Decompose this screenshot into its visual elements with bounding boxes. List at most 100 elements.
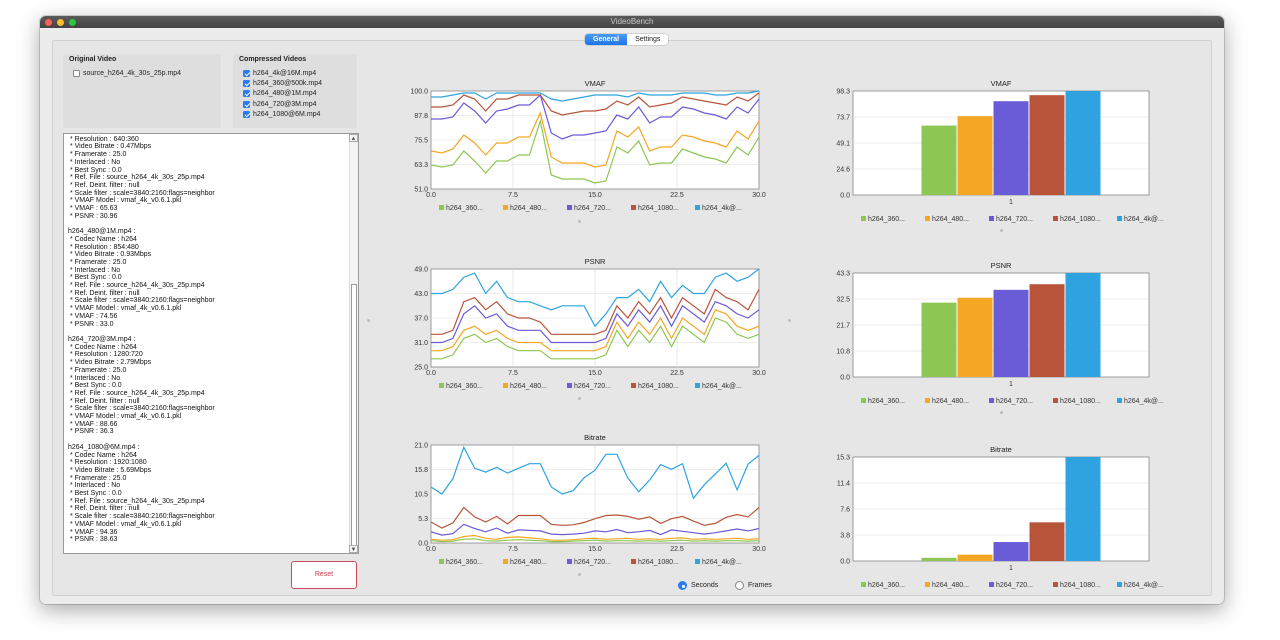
y-tick-label: 7.6 <box>840 507 850 514</box>
bar-chart-vmaf: VMAF 0.0 24.6 49.1 73.7 98.3 1 h264_360... h264_… <box>813 77 1203 232</box>
compressed-video-checkbox[interactable] <box>243 80 250 88</box>
legend-swatch <box>1053 582 1058 587</box>
bar-chart-psnr: PSNR 0.0 10.8 21.7 32.5 43.3 1 h264_360... h264_… <box>813 259 1203 414</box>
video-info-log[interactable]: * Codec Name : h264 * Resolution : 640:3… <box>63 133 359 554</box>
splitter-handle[interactable] <box>578 220 581 223</box>
compressed-video-checkbox[interactable] <box>243 110 250 118</box>
x-tick-label: 0.0 <box>426 370 436 377</box>
compressed-video-item[interactable]: h264_480@1M.mp4 <box>243 90 317 98</box>
y-tick-label: 11.4 <box>837 481 850 488</box>
chart-svg: PSNR 0.0 10.8 21.7 32.5 43.3 1 h264_360... h264_… <box>836 261 1164 405</box>
x-category-label: 1 <box>1009 199 1013 206</box>
legend-label: h264_1080... <box>638 383 679 390</box>
compressed-video-item[interactable]: h264_360@500k.mp4 <box>243 80 322 88</box>
splitter-handle[interactable] <box>367 319 370 322</box>
legend-swatch <box>503 383 508 388</box>
minimize-window-button[interactable] <box>57 18 64 26</box>
splitter-handle[interactable] <box>788 319 791 322</box>
splitter-handle[interactable] <box>578 573 581 576</box>
legend-label: h264_480... <box>510 205 547 212</box>
y-tick-label: 98.3 <box>836 89 850 96</box>
compressed-video-label: h264_720@3M.mp4 <box>253 100 317 108</box>
y-tick-label: 10.8 <box>836 349 850 356</box>
x-tick-label: 7.5 <box>508 192 518 199</box>
x-tick-label: 22.5 <box>670 546 684 553</box>
legend-swatch <box>631 383 636 388</box>
legend-label: h264_360... <box>446 205 483 212</box>
legend-label: h264_4k@... <box>1124 216 1164 223</box>
legend-label: h264_480... <box>510 383 547 390</box>
splitter-handle[interactable] <box>578 397 581 400</box>
close-window-button[interactable] <box>45 18 52 26</box>
log-scroll-thumb[interactable] <box>351 284 357 546</box>
reset-button[interactable]: Reset <box>291 561 357 589</box>
log-scrollbar[interactable]: ▲ ▼ <box>349 134 358 553</box>
legend-swatch <box>439 205 444 210</box>
line-chart-vmaf: VMAF 51.0 63.3 75.5 87.8 100.0 0.0 7.5 15.0 22.5 3… <box>391 77 779 232</box>
series-line-h264_360 <box>430 538 760 543</box>
series-line-h264_480 <box>430 111 760 168</box>
chart-title: PSNR <box>585 257 606 266</box>
legend-label: h264_1080... <box>638 205 679 212</box>
legend-label: h264_1080... <box>1060 398 1101 405</box>
bar-h264_1080 <box>1029 95 1065 195</box>
original-video-item[interactable]: source_h264_4k_30s_25p.mp4 <box>73 70 181 77</box>
legend-label: h264_720... <box>996 582 1033 589</box>
tab-general[interactable]: General <box>585 34 628 45</box>
series-line-h264_1080 <box>431 92 760 116</box>
legend-swatch <box>503 205 508 210</box>
legend-swatch <box>861 216 866 221</box>
bar-h264_480 <box>957 297 993 377</box>
frames-radio[interactable]: Frames <box>735 581 772 590</box>
chart-svg: VMAF 51.0 63.3 75.5 87.8 100.0 0.0 7.5 15.0 22.5 3… <box>410 79 766 212</box>
series-line-h264_480 <box>430 534 760 541</box>
splitter-handle[interactable] <box>1000 229 1003 232</box>
legend-label: h264_4k@... <box>702 205 742 212</box>
y-tick-label: 100.0 <box>410 89 428 96</box>
frames-radio-dot[interactable] <box>735 581 744 590</box>
tab-settings[interactable]: Settings <box>627 34 669 45</box>
bar-h264_4k <box>1065 273 1101 377</box>
compressed-video-checkbox[interactable] <box>243 100 250 108</box>
seconds-radio[interactable]: Seconds <box>678 581 718 590</box>
compressed-video-item[interactable]: h264_1080@6M.mp4 <box>243 110 320 118</box>
legend-label: h264_4k@... <box>1124 398 1164 405</box>
compressed-video-item[interactable]: h264_4k@16M.mp4 <box>243 70 316 77</box>
splitter-handle[interactable] <box>1000 411 1003 414</box>
zoom-window-button[interactable] <box>69 18 76 26</box>
frames-radio-label: Frames <box>748 582 772 589</box>
chart-title: PSNR <box>991 261 1012 270</box>
x-tick-label: 30.0 <box>752 192 766 199</box>
seconds-radio-dot[interactable] <box>678 581 687 590</box>
scroll-up-arrow-icon[interactable]: ▲ <box>349 134 358 142</box>
x-tick-label: 0.0 <box>426 192 436 199</box>
legend-label: h264_4k@... <box>1124 582 1164 589</box>
compressed-video-item[interactable]: h264_720@3M.mp4 <box>243 100 317 108</box>
legend-label: h264_480... <box>932 582 969 589</box>
scroll-down-arrow-icon[interactable]: ▼ <box>349 545 358 553</box>
series-line-h264_720 <box>430 523 760 536</box>
chart-svg: PSNR 25.0 31.0 37.0 43.0 49.0 0.0 7.5 15.0 22.5 30… <box>414 257 766 390</box>
y-tick-label: 49.0 <box>414 267 428 274</box>
legend-label: h264_360... <box>868 398 905 405</box>
legend-swatch <box>1053 216 1058 221</box>
legend-label: h264_720... <box>996 398 1033 405</box>
legend-swatch <box>695 559 700 564</box>
x-category-label: 1 <box>1009 381 1013 388</box>
legend-swatch <box>631 205 636 210</box>
legend-swatch <box>861 398 866 403</box>
compressed-video-checkbox[interactable] <box>243 90 250 98</box>
bar-h264_360 <box>921 557 957 561</box>
compressed-video-checkbox[interactable] <box>243 70 250 77</box>
bar-chart-bitrate: Bitrate 0.0 3.8 7.6 11.4 15.3 1 h264_360... h264… <box>813 443 1203 598</box>
app-window: VideoBench Original Video source_h264_4k… <box>40 16 1224 604</box>
original-video-checkbox[interactable] <box>73 70 80 77</box>
y-tick-label: 21.7 <box>836 323 850 330</box>
chart-title: VMAF <box>991 79 1012 88</box>
legend-swatch <box>695 383 700 388</box>
original-video-title: Original Video <box>69 56 117 63</box>
seconds-radio-label: Seconds <box>691 582 719 589</box>
legend-label: h264_360... <box>868 216 905 223</box>
compressed-videos-title: Compressed Videos <box>239 56 307 63</box>
y-tick-label: 0.0 <box>840 375 850 382</box>
